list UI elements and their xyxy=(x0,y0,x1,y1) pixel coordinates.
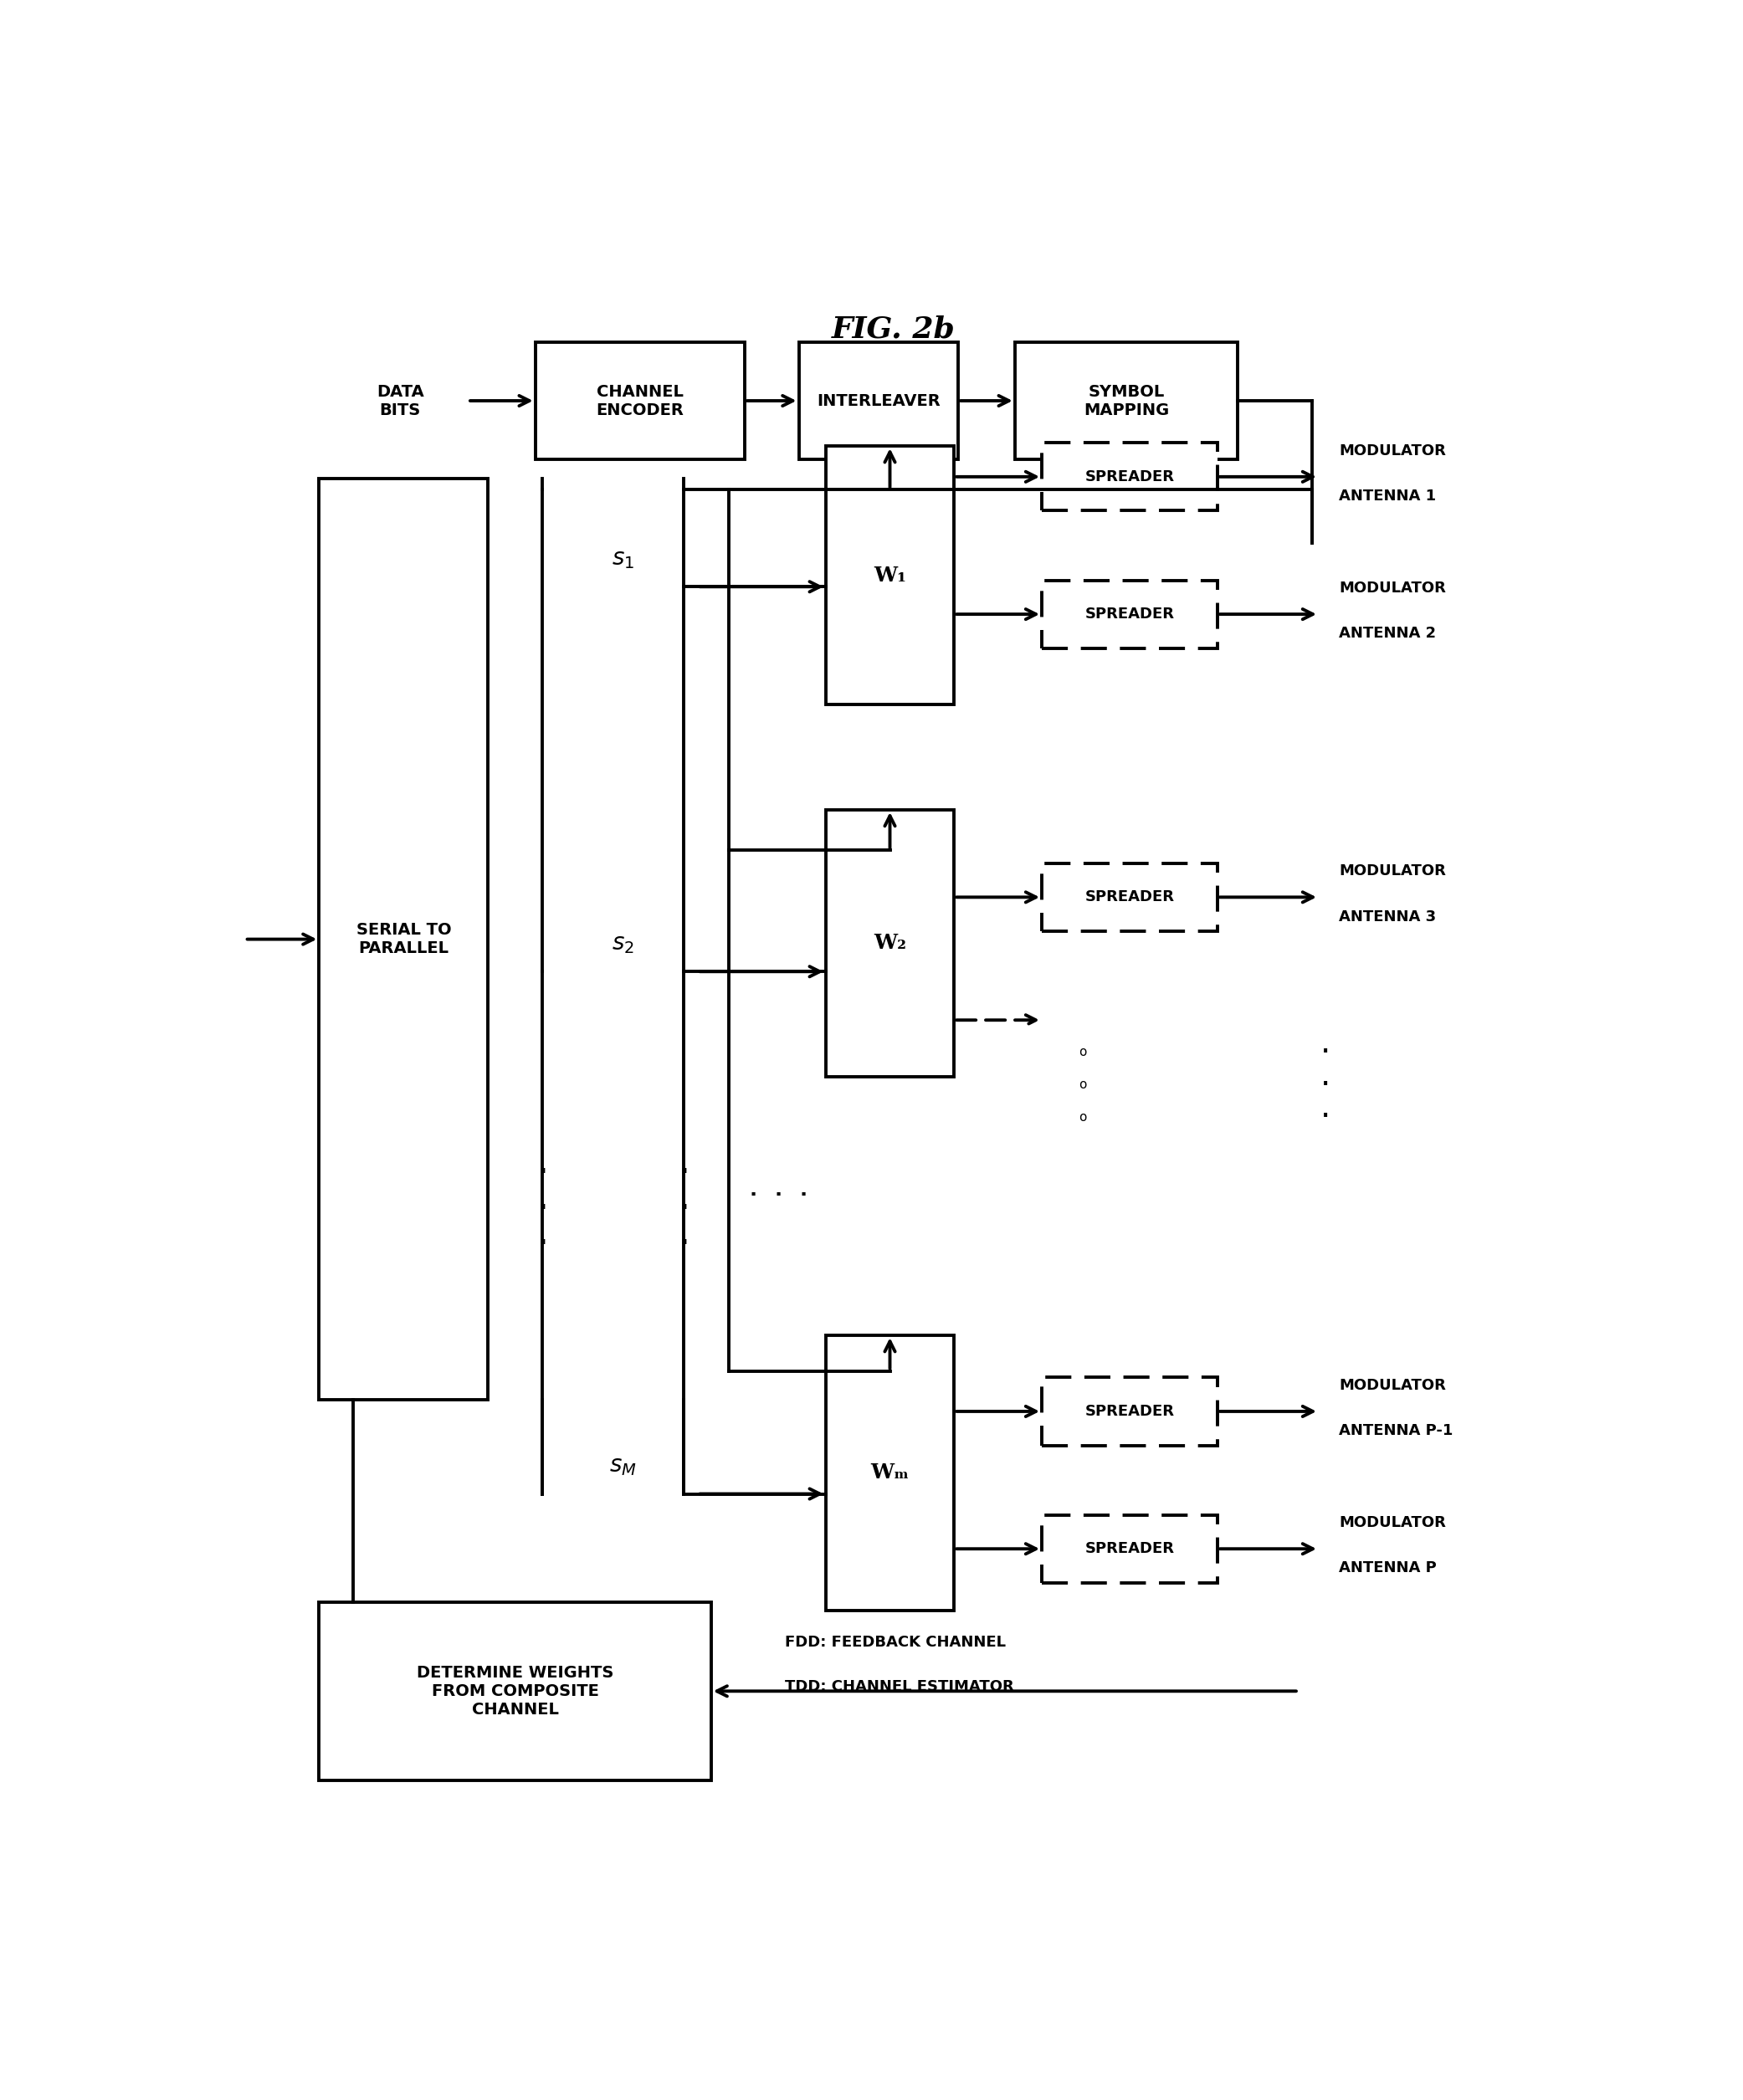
Text: SPREADER: SPREADER xyxy=(1084,607,1175,622)
Bar xyxy=(798,342,959,460)
Text: ·: · xyxy=(678,1191,690,1226)
Text: ·: · xyxy=(678,1226,690,1262)
Text: W₁: W₁ xyxy=(873,565,906,586)
Text: SPREADER: SPREADER xyxy=(1084,1541,1175,1556)
Text: MODULATOR: MODULATOR xyxy=(1339,1378,1447,1392)
Text: CHANNEL
ENCODER: CHANNEL ENCODER xyxy=(596,384,683,418)
Text: INTERLEAVER: INTERLEAVER xyxy=(817,393,939,410)
Text: DATA
BITS: DATA BITS xyxy=(376,384,424,418)
Text: ANTENNA 1: ANTENNA 1 xyxy=(1339,489,1436,504)
Text: ·: · xyxy=(1321,1069,1330,1100)
Text: SPREADER: SPREADER xyxy=(1084,890,1175,905)
Bar xyxy=(1042,1378,1217,1445)
Text: ·: · xyxy=(1321,1037,1330,1069)
Text: SYMBOL
MAPPING: SYMBOL MAPPING xyxy=(1084,384,1170,418)
Text: ANTENNA 2: ANTENNA 2 xyxy=(1339,626,1436,641)
Bar xyxy=(826,1336,953,1611)
Text: ·: · xyxy=(537,1226,547,1262)
Text: ANTENNA P: ANTENNA P xyxy=(1339,1560,1436,1575)
Text: ·: · xyxy=(678,1155,690,1191)
Bar xyxy=(826,445,953,706)
Text: SPREADER: SPREADER xyxy=(1084,1405,1175,1420)
Text: FDD: FEEDBACK CHANNEL: FDD: FEEDBACK CHANNEL xyxy=(784,1636,1006,1651)
Text: o: o xyxy=(1079,1079,1086,1092)
Text: ANTENNA P-1: ANTENNA P-1 xyxy=(1339,1424,1454,1439)
Text: ANTENNA 3: ANTENNA 3 xyxy=(1339,909,1436,924)
Text: ·: · xyxy=(537,1155,547,1191)
Bar xyxy=(319,1602,711,1781)
Text: FIG. 2b: FIG. 2b xyxy=(831,315,955,344)
Text: MODULATOR: MODULATOR xyxy=(1339,1516,1447,1531)
Text: W₂: W₂ xyxy=(873,932,906,953)
Text: Wₘ: Wₘ xyxy=(870,1464,910,1483)
Text: o: o xyxy=(1079,1046,1086,1058)
Bar xyxy=(826,811,953,1077)
Text: $s_M$: $s_M$ xyxy=(610,1455,636,1478)
Text: . . .: . . . xyxy=(748,1180,810,1199)
Text: SPREADER: SPREADER xyxy=(1084,468,1175,485)
Bar xyxy=(1042,443,1217,510)
Text: SERIAL TO
PARALLEL: SERIAL TO PARALLEL xyxy=(356,922,451,956)
Text: o: o xyxy=(1079,1111,1086,1124)
Bar xyxy=(1014,342,1238,460)
Bar xyxy=(1042,580,1217,649)
Text: MODULATOR: MODULATOR xyxy=(1339,582,1447,596)
Text: MODULATOR: MODULATOR xyxy=(1339,863,1447,878)
Bar xyxy=(1042,863,1217,930)
Text: MODULATOR: MODULATOR xyxy=(1339,443,1447,458)
Bar xyxy=(319,479,488,1401)
Text: $s_2$: $s_2$ xyxy=(612,932,634,956)
Text: DETERMINE WEIGHTS
FROM COMPOSITE
CHANNEL: DETERMINE WEIGHTS FROM COMPOSITE CHANNEL xyxy=(417,1665,614,1718)
Text: ·: · xyxy=(537,1191,547,1226)
Text: ·: · xyxy=(1321,1100,1330,1134)
Bar xyxy=(1042,1514,1217,1583)
Text: TDD: CHANNEL ESTIMATOR: TDD: CHANNEL ESTIMATOR xyxy=(784,1678,1014,1695)
Bar xyxy=(535,342,744,460)
Text: $s_1$: $s_1$ xyxy=(612,548,634,571)
